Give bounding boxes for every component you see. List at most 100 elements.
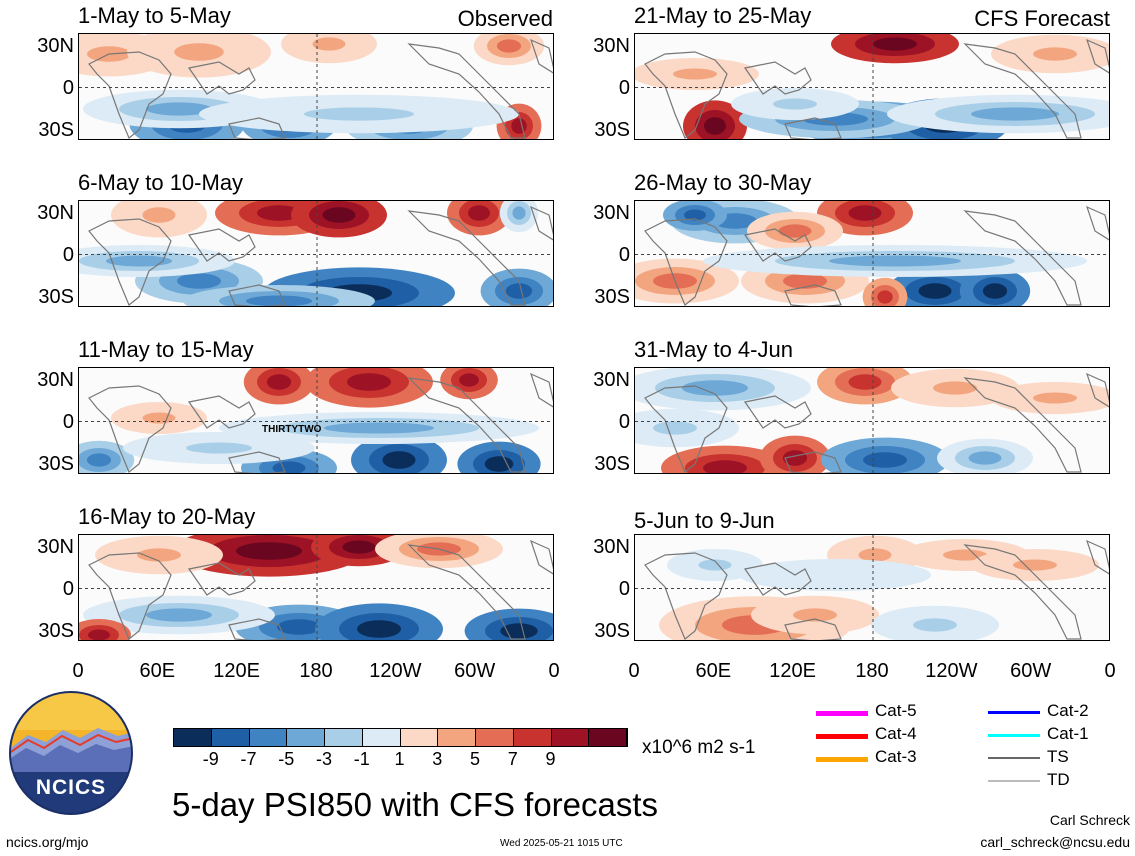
colorbar-tick-label: -1 bbox=[353, 749, 370, 769]
anomaly-map-svg bbox=[635, 535, 1109, 640]
anomaly-contour bbox=[496, 39, 522, 53]
anomaly-contour bbox=[698, 559, 732, 571]
forecast-label: CFS Forecast bbox=[974, 6, 1110, 31]
lat-tick-label: 0 bbox=[618, 77, 630, 99]
anomaly-contour bbox=[684, 209, 706, 221]
coastline bbox=[187, 61, 256, 95]
anomaly-contour bbox=[982, 283, 1008, 299]
anomaly-contour bbox=[918, 283, 952, 299]
coastline bbox=[407, 544, 526, 640]
anomaly-contour bbox=[1013, 559, 1057, 571]
lat-tick-label: 30S bbox=[38, 620, 74, 642]
lat-tick-label: 30S bbox=[38, 286, 74, 308]
panel-title-p4: 16-May to 20-May bbox=[78, 504, 256, 529]
anomaly-contour bbox=[673, 68, 717, 80]
panel-title-p5: 21-May to 25-May bbox=[634, 3, 812, 28]
lat-tick-label: 30N bbox=[37, 35, 74, 57]
coastline bbox=[1086, 38, 1109, 74]
lat-tick-label: 30N bbox=[593, 35, 630, 57]
anomaly-map-svg bbox=[79, 368, 553, 473]
footer-email[interactable]: carl_schreck@ncsu.edu bbox=[980, 834, 1130, 850]
coastline bbox=[1086, 539, 1109, 575]
footer-url[interactable]: ncics.org/mjo bbox=[6, 834, 89, 850]
colorbar-swatch bbox=[513, 729, 552, 746]
lat-tick-label: 0 bbox=[618, 244, 630, 266]
coastline bbox=[743, 562, 812, 596]
anomaly-contour bbox=[342, 540, 376, 554]
anomaly-contour bbox=[347, 373, 391, 391]
lat-tick-label: 30N bbox=[37, 369, 74, 391]
anomaly-contour bbox=[782, 450, 808, 466]
lon-tick-label: 120W bbox=[369, 660, 422, 682]
coastline bbox=[784, 618, 842, 640]
anomaly-contour bbox=[848, 374, 882, 390]
map-panel-p5 bbox=[634, 33, 1110, 140]
anomaly-contour bbox=[682, 380, 748, 396]
anomaly-contour bbox=[142, 207, 176, 223]
colorbar-swatch bbox=[174, 729, 212, 746]
coastline bbox=[963, 43, 1082, 139]
lon-tick-label: 60W bbox=[1010, 660, 1052, 682]
colorbar-swatch bbox=[287, 729, 325, 746]
colorbar-swatch bbox=[551, 729, 590, 746]
map-panel-p7 bbox=[634, 367, 1110, 474]
track-legend-label: Cat-3 bbox=[875, 747, 917, 766]
anomaly-contour bbox=[802, 569, 868, 581]
panel-title-p8: 5-Jun to 9-Jun bbox=[634, 508, 775, 533]
track-legend-label: TS bbox=[1047, 747, 1069, 766]
coastline bbox=[88, 552, 172, 640]
coastline bbox=[228, 618, 286, 640]
anomaly-contour bbox=[146, 102, 212, 116]
lon-tick-label: 120W bbox=[925, 660, 978, 682]
track-legend-label: Cat-2 bbox=[1047, 701, 1089, 720]
lat-tick-label: 0 bbox=[618, 411, 630, 433]
anomaly-contour bbox=[324, 422, 434, 434]
coastline bbox=[1086, 372, 1109, 408]
anomaly-contour bbox=[186, 442, 252, 454]
anomaly-contour bbox=[1033, 392, 1077, 404]
anomaly-contour bbox=[877, 290, 893, 304]
anomaly-contour bbox=[863, 452, 907, 468]
coastline bbox=[228, 451, 286, 473]
anomaly-contour bbox=[778, 224, 812, 238]
panel-title-p7: 31-May to 4-Jun bbox=[634, 337, 793, 362]
footer-author: Carl Schreck bbox=[1049, 812, 1130, 828]
coastline bbox=[88, 385, 172, 473]
footer-timestamp: Wed 2025-05-21 1015 UTC bbox=[500, 838, 623, 849]
main-title: 5-day PSI850 with CFS forecasts bbox=[172, 786, 659, 823]
anomaly-map-svg bbox=[635, 201, 1109, 306]
map-panel-p4 bbox=[78, 534, 554, 641]
lon-tick-label: 0 bbox=[1104, 660, 1116, 682]
anomaly-contour bbox=[142, 412, 176, 424]
anomaly-contour bbox=[277, 619, 321, 635]
anomaly-contour bbox=[177, 273, 221, 289]
lon-tick-label: 0 bbox=[628, 660, 640, 682]
coastline bbox=[88, 218, 172, 306]
ncics-logo: NCICS bbox=[8, 690, 134, 816]
coastline bbox=[187, 228, 256, 262]
colorbar-swatch bbox=[400, 729, 439, 746]
anomaly-contour bbox=[1033, 47, 1077, 61]
lon-tick-label: 180 bbox=[855, 660, 889, 682]
coastline bbox=[1086, 205, 1109, 241]
anomaly-contour bbox=[272, 461, 306, 473]
coastline bbox=[407, 43, 526, 139]
colorbar-tick-label: -7 bbox=[240, 749, 257, 769]
lon-tick-label: 60E bbox=[139, 660, 176, 682]
colorbar-swatch bbox=[438, 729, 476, 746]
anomaly-contour bbox=[484, 456, 514, 472]
anomaly-map-svg bbox=[635, 34, 1109, 139]
coastline bbox=[743, 228, 812, 262]
logo-text: NCICS bbox=[35, 776, 107, 799]
coastline bbox=[187, 562, 256, 596]
lon-tick-label: 120E bbox=[213, 660, 261, 682]
anomaly-contour bbox=[86, 453, 112, 467]
anomaly-contour bbox=[773, 98, 817, 110]
coastline bbox=[963, 544, 1082, 640]
anomaly-contour bbox=[943, 549, 987, 561]
anomaly-contour bbox=[505, 283, 533, 299]
anomaly-contour bbox=[971, 107, 1059, 121]
coastline bbox=[407, 210, 526, 306]
anomaly-contour bbox=[653, 421, 697, 435]
anomaly-contour bbox=[146, 608, 212, 622]
